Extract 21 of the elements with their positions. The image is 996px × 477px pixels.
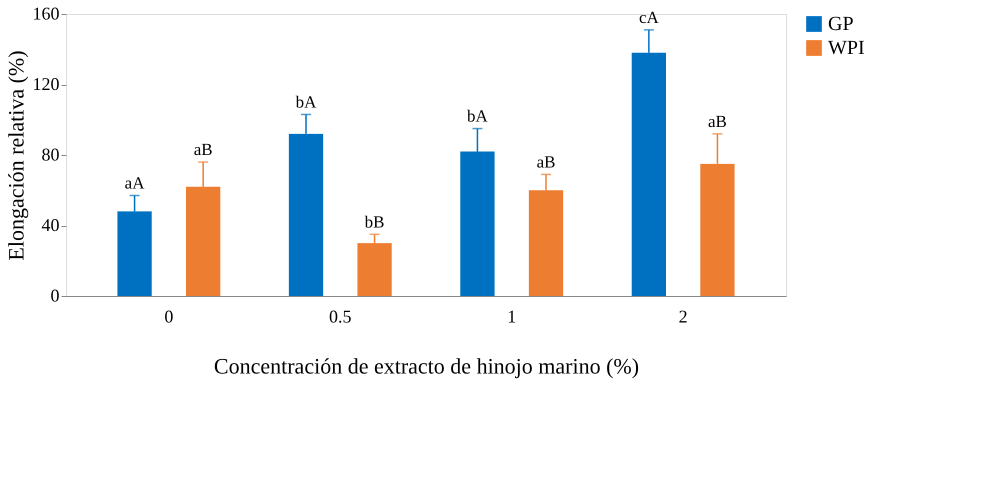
legend-label: WPI (828, 37, 865, 59)
annotation: bA (467, 106, 489, 126)
y-axis-title: Elongación relativa (%) (4, 50, 28, 261)
x-axis-title: Concentración de extracto de hinojo marino (%) (214, 354, 640, 378)
x-tick-label: 0.5 (329, 306, 352, 326)
annotation: aA (124, 174, 146, 193)
y-tick-label: 120 (32, 74, 60, 94)
x-tick-label: 1 (507, 306, 516, 326)
annotation: aB (194, 140, 213, 160)
annotation: bB (364, 212, 384, 232)
annotation: aB (536, 152, 556, 172)
y-tick-label: 0 (50, 286, 60, 306)
annotation: cA (638, 8, 660, 27)
legend-label: GP (828, 13, 854, 35)
x-tick-label: 0 (164, 306, 174, 326)
x-tick-label: 2 (678, 306, 688, 326)
y-tick-label: 40 (42, 215, 60, 235)
y-tick-label: 160 (32, 4, 60, 24)
annotation: bA (296, 92, 318, 112)
y-tick-label: 80 (42, 144, 60, 164)
annotation: aB (708, 112, 727, 131)
